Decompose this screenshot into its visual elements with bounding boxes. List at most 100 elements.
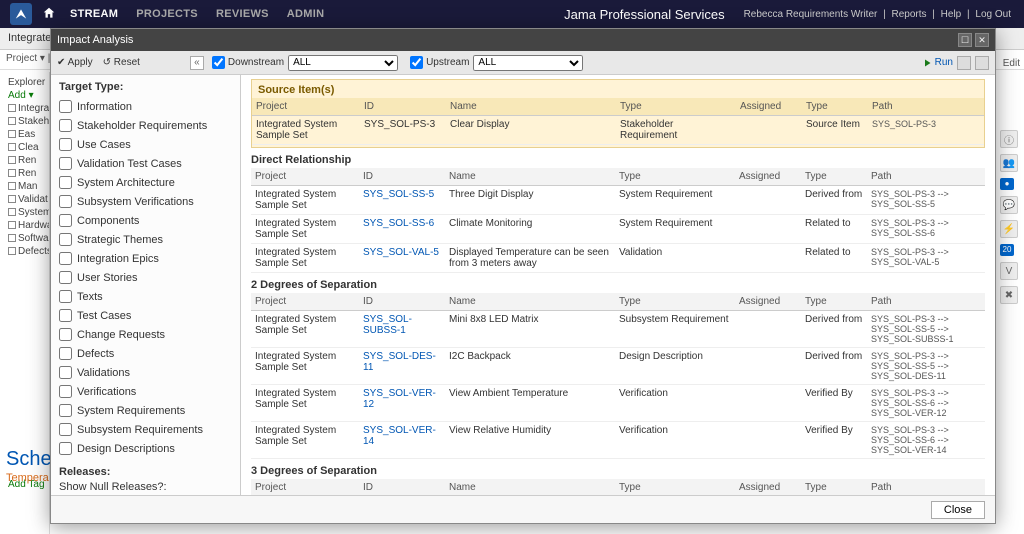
filter-type-item[interactable]: Change Requests <box>59 325 232 344</box>
deg2-title: 2 Degrees of Separation <box>251 279 985 291</box>
rail-tools-icon[interactable]: ✖ <box>1000 286 1018 304</box>
tree-item[interactable]: Integrated <box>4 102 45 115</box>
col-id: ID <box>359 168 445 186</box>
help-link[interactable]: Help <box>941 9 962 20</box>
run-button[interactable]: Run <box>921 57 953 69</box>
item-id-link[interactable]: SYS_SOL-VAL-5 <box>363 247 439 258</box>
modal-footer: Close <box>51 495 995 523</box>
rail-version-icon[interactable]: V <box>1000 262 1018 280</box>
item-id-link[interactable]: SYS_SOL-VER-14 <box>363 425 436 447</box>
nav-reviews[interactable]: REVIEWS <box>216 8 269 20</box>
impact-analysis-modal: Impact Analysis ☐ ✕ ✔ Apply ↺ Reset « Do… <box>50 28 996 524</box>
modal-toolbar: ✔ Apply ↺ Reset « Downstream ALL Upstrea… <box>51 51 995 75</box>
filter-type-item[interactable]: Texts <box>59 287 232 306</box>
direct-rel-title: Direct Relationship <box>251 154 985 166</box>
app-logo-icon[interactable] <box>10 3 32 25</box>
tree-item[interactable]: Eas <box>4 128 45 141</box>
tree-item[interactable]: Ren <box>4 154 45 167</box>
col-path: Path <box>867 168 985 186</box>
filter-type-item[interactable]: Integration Epics <box>59 249 232 268</box>
col-project: Project <box>251 293 359 311</box>
deg3-title: 3 Degrees of Separation <box>251 465 985 477</box>
explorer-tab[interactable]: Explorer <box>4 76 45 89</box>
col-name: Name <box>446 98 616 116</box>
item-id-link[interactable]: SYS_SOL-SUBSS-1 <box>363 314 412 336</box>
show-null-releases-row: Show Null Releases?: <box>59 478 232 495</box>
upstream-select[interactable]: ALL <box>473 55 583 71</box>
filter-type-item[interactable]: Test Cases <box>59 306 232 325</box>
col-project: Project <box>251 168 359 186</box>
modal-close-icon[interactable]: ✕ <box>975 33 989 47</box>
filter-type-item[interactable]: Subsystem Verifications <box>59 192 232 211</box>
table-row: Integrated System Sample SetSYS_SOL-SUBS… <box>251 311 985 348</box>
downstream-select[interactable]: ALL <box>288 55 398 71</box>
rail-activity-icon[interactable]: ⚡ <box>1000 220 1018 238</box>
table-row: Integrated System Sample SetSYS_SOL-VAL-… <box>251 244 985 273</box>
rail-people-icon[interactable]: 👥 <box>1000 154 1018 172</box>
tree-item[interactable]: Clea <box>4 141 45 154</box>
apply-button[interactable]: ✔ Apply <box>57 57 93 68</box>
item-id-link[interactable]: SYS_SOL-SS-6 <box>363 218 434 229</box>
filter-type-item[interactable]: Validations <box>59 363 232 382</box>
tree-item[interactable]: Softwa <box>4 232 45 245</box>
tree-item[interactable]: Stakeh <box>4 115 45 128</box>
close-button[interactable]: Close <box>931 501 985 519</box>
nav-admin[interactable]: ADMIN <box>287 8 325 20</box>
filter-type-item[interactable]: Information <box>59 97 232 116</box>
table-row: Integrated System Sample SetSYS_SOL-VER-… <box>251 385 985 422</box>
filter-type-item[interactable]: Design Descriptions <box>59 439 232 458</box>
filter-type-item[interactable]: Stakeholder Requirements <box>59 116 232 135</box>
collapse-left-icon[interactable]: « <box>190 56 204 70</box>
filter-type-item[interactable]: Components <box>59 211 232 230</box>
rail-comment-icon[interactable]: 💬 <box>1000 196 1018 214</box>
col-reltype: Type <box>801 293 867 311</box>
toolbar-opt2-icon[interactable] <box>975 56 989 70</box>
filter-type-item[interactable]: System Architecture <box>59 173 232 192</box>
direct-rel-table: Project ID Name Type Assigned Type Path … <box>251 168 985 273</box>
filter-type-item[interactable]: Use Cases <box>59 135 232 154</box>
item-id-link[interactable]: SYS_SOL-VER-12 <box>363 388 436 410</box>
modal-maximize-icon[interactable]: ☐ <box>958 33 972 47</box>
user-links: Rebecca Requirements Writer | Reports | … <box>741 9 1014 20</box>
source-items-section: Source Item(s) Project ID Name Type Assi… <box>251 79 985 148</box>
top-nav: STREAM PROJECTS REVIEWS ADMIN Jama Profe… <box>0 0 1024 28</box>
filter-type-item[interactable]: Strategic Themes <box>59 230 232 249</box>
tree-item[interactable]: Ren <box>4 167 45 180</box>
user-name[interactable]: Rebecca Requirements Writer <box>744 9 878 20</box>
source-items-title: Source Item(s) <box>252 84 984 96</box>
filter-type-item[interactable]: Defects <box>59 344 232 363</box>
tree-item[interactable]: Man <box>4 180 45 193</box>
tree-item[interactable]: System <box>4 206 45 219</box>
right-rail: ⓘ 👥 ● 💬 ⚡ 20 V ✖ <box>1000 130 1020 310</box>
filter-panel: Target Type: InformationStakeholder Requ… <box>51 75 241 495</box>
col-project: Project <box>251 479 359 495</box>
filter-type-item[interactable]: User Stories <box>59 268 232 287</box>
toolbar-opt1-icon[interactable] <box>957 56 971 70</box>
upstream-checkbox[interactable]: Upstream <box>410 56 469 69</box>
filter-type-item[interactable]: Subsystem Requirements <box>59 420 232 439</box>
rail-badge[interactable]: ● <box>1000 178 1014 190</box>
col-path: Path <box>867 479 985 495</box>
reports-link[interactable]: Reports <box>892 9 927 20</box>
tree-item[interactable]: Hardwa <box>4 219 45 232</box>
filter-type-item[interactable]: Validation Test Cases <box>59 154 232 173</box>
bg-item-subtitle: Tempera <box>6 472 49 484</box>
tree-item[interactable]: Defects <box>4 245 45 258</box>
nav-projects[interactable]: PROJECTS <box>136 8 198 20</box>
tree-item[interactable]: Validat <box>4 193 45 206</box>
filter-type-item[interactable]: Verifications <box>59 382 232 401</box>
item-id-link[interactable]: SYS_SOL-DES-11 <box>363 351 436 373</box>
nav-stream[interactable]: STREAM <box>70 8 118 20</box>
filter-type-item[interactable]: System Requirements <box>59 401 232 420</box>
downstream-checkbox[interactable]: Downstream <box>212 56 284 69</box>
logout-link[interactable]: Log Out <box>975 9 1011 20</box>
col-reltype: Type <box>802 98 868 116</box>
home-icon[interactable] <box>42 6 56 23</box>
add-button[interactable]: Add ▾ <box>4 89 45 102</box>
reset-button[interactable]: ↺ Reset <box>103 57 140 68</box>
item-id-link[interactable]: SYS_SOL-SS-5 <box>363 189 434 200</box>
table-row: Integrated System Sample SetSYS_SOL-VER-… <box>251 422 985 459</box>
col-assigned: Assigned <box>735 168 801 186</box>
source-items-table: Project ID Name Type Assigned Type Path … <box>252 98 984 145</box>
rail-info-icon[interactable]: ⓘ <box>1000 130 1018 148</box>
